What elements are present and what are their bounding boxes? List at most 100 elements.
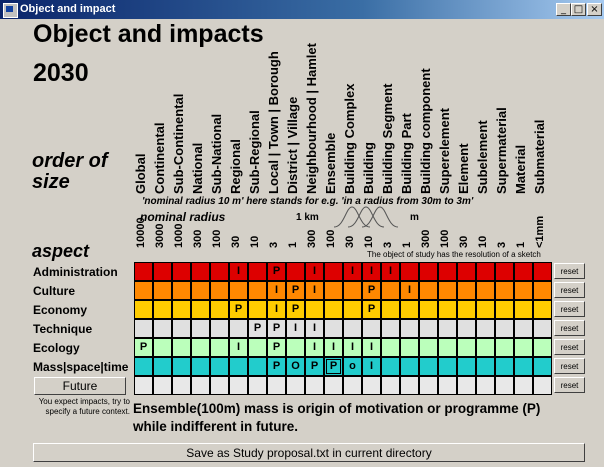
grid-cell[interactable] xyxy=(438,376,457,395)
grid-cell[interactable] xyxy=(400,357,419,376)
grid-cell[interactable] xyxy=(438,262,457,281)
grid-cell[interactable] xyxy=(438,338,457,357)
grid-cell[interactable] xyxy=(400,319,419,338)
grid-cell[interactable] xyxy=(134,376,153,395)
grid-cell[interactable]: I xyxy=(286,319,305,338)
grid-cell[interactable] xyxy=(191,319,210,338)
grid-cell[interactable] xyxy=(229,281,248,300)
grid-cell[interactable] xyxy=(533,300,552,319)
grid-cell[interactable] xyxy=(286,376,305,395)
grid-cell[interactable] xyxy=(210,319,229,338)
grid-cell[interactable] xyxy=(400,262,419,281)
grid-cell[interactable] xyxy=(457,338,476,357)
grid-cell[interactable] xyxy=(476,319,495,338)
grid-cell[interactable] xyxy=(153,319,172,338)
grid-cell[interactable] xyxy=(457,376,476,395)
grid-cell[interactable] xyxy=(343,319,362,338)
grid-cell[interactable] xyxy=(248,281,267,300)
grid-cell[interactable]: I xyxy=(381,262,400,281)
grid-cell[interactable] xyxy=(419,300,438,319)
reset-button[interactable]: reset xyxy=(554,301,585,317)
grid-cell[interactable] xyxy=(210,357,229,376)
grid-cell[interactable] xyxy=(267,376,286,395)
grid-cell[interactable] xyxy=(495,319,514,338)
grid-cell[interactable] xyxy=(533,357,552,376)
grid-cell[interactable] xyxy=(457,300,476,319)
grid-cell[interactable] xyxy=(153,281,172,300)
grid-cell[interactable] xyxy=(134,281,153,300)
grid-cell[interactable] xyxy=(324,376,343,395)
grid-cell[interactable] xyxy=(381,338,400,357)
grid-cell[interactable] xyxy=(438,357,457,376)
grid-cell[interactable] xyxy=(248,300,267,319)
grid-cell[interactable] xyxy=(476,357,495,376)
grid-cell[interactable] xyxy=(514,262,533,281)
grid-cell[interactable] xyxy=(400,300,419,319)
grid-cell[interactable] xyxy=(210,262,229,281)
grid-cell[interactable] xyxy=(153,376,172,395)
grid-cell[interactable] xyxy=(495,281,514,300)
grid-cell[interactable]: P xyxy=(305,357,324,376)
grid-cell[interactable]: P xyxy=(286,281,305,300)
grid-cell[interactable] xyxy=(533,376,552,395)
grid-cell[interactable] xyxy=(305,300,324,319)
grid-cell[interactable] xyxy=(495,357,514,376)
grid-cell[interactable] xyxy=(457,357,476,376)
grid-cell[interactable]: P xyxy=(324,357,343,376)
grid-cell[interactable] xyxy=(172,262,191,281)
grid-cell[interactable]: I xyxy=(400,281,419,300)
grid-cell[interactable] xyxy=(248,338,267,357)
grid-cell[interactable] xyxy=(324,262,343,281)
grid-cell[interactable] xyxy=(514,300,533,319)
grid-cell[interactable] xyxy=(229,376,248,395)
grid-cell[interactable] xyxy=(248,262,267,281)
grid-cell[interactable]: I xyxy=(229,262,248,281)
grid-cell[interactable] xyxy=(324,319,343,338)
grid-cell[interactable] xyxy=(153,338,172,357)
grid-cell[interactable] xyxy=(172,281,191,300)
grid-cell[interactable] xyxy=(134,319,153,338)
grid-cell[interactable] xyxy=(476,281,495,300)
grid-cell[interactable] xyxy=(381,281,400,300)
reset-button[interactable]: reset xyxy=(554,263,585,279)
grid-cell[interactable] xyxy=(400,376,419,395)
close-button[interactable]: × xyxy=(587,3,602,16)
grid-cell[interactable] xyxy=(191,262,210,281)
grid-cell[interactable] xyxy=(419,376,438,395)
grid-cell[interactable] xyxy=(362,319,381,338)
grid-cell[interactable] xyxy=(419,357,438,376)
grid-cell[interactable]: I xyxy=(324,338,343,357)
grid-cell[interactable] xyxy=(419,338,438,357)
grid-cell[interactable] xyxy=(533,262,552,281)
grid-cell[interactable] xyxy=(229,319,248,338)
future-button[interactable]: Future xyxy=(34,377,126,395)
grid-cell[interactable] xyxy=(343,300,362,319)
grid-cell[interactable] xyxy=(514,338,533,357)
grid-cell[interactable] xyxy=(172,338,191,357)
grid-cell[interactable]: I xyxy=(362,338,381,357)
grid-cell[interactable]: P xyxy=(286,300,305,319)
grid-cell[interactable]: I xyxy=(267,300,286,319)
grid-cell[interactable] xyxy=(476,300,495,319)
grid-cell[interactable] xyxy=(533,319,552,338)
grid-cell[interactable] xyxy=(153,262,172,281)
grid-cell[interactable] xyxy=(343,281,362,300)
grid-cell[interactable]: I xyxy=(305,262,324,281)
grid-cell[interactable]: I xyxy=(362,262,381,281)
grid-cell[interactable] xyxy=(419,319,438,338)
grid-cell[interactable] xyxy=(514,376,533,395)
grid-cell[interactable] xyxy=(457,281,476,300)
grid-cell[interactable]: P xyxy=(267,357,286,376)
grid-cell[interactable] xyxy=(191,281,210,300)
grid-cell[interactable] xyxy=(172,376,191,395)
grid-cell[interactable]: P xyxy=(248,319,267,338)
grid-cell[interactable]: I xyxy=(267,281,286,300)
grid-cell[interactable] xyxy=(495,262,514,281)
grid-cell[interactable] xyxy=(153,357,172,376)
grid-cell[interactable] xyxy=(134,300,153,319)
grid-cell[interactable] xyxy=(324,281,343,300)
grid-cell[interactable] xyxy=(495,338,514,357)
reset-button[interactable]: reset xyxy=(554,320,585,336)
grid-cell[interactable] xyxy=(381,357,400,376)
grid-cell[interactable] xyxy=(324,300,343,319)
